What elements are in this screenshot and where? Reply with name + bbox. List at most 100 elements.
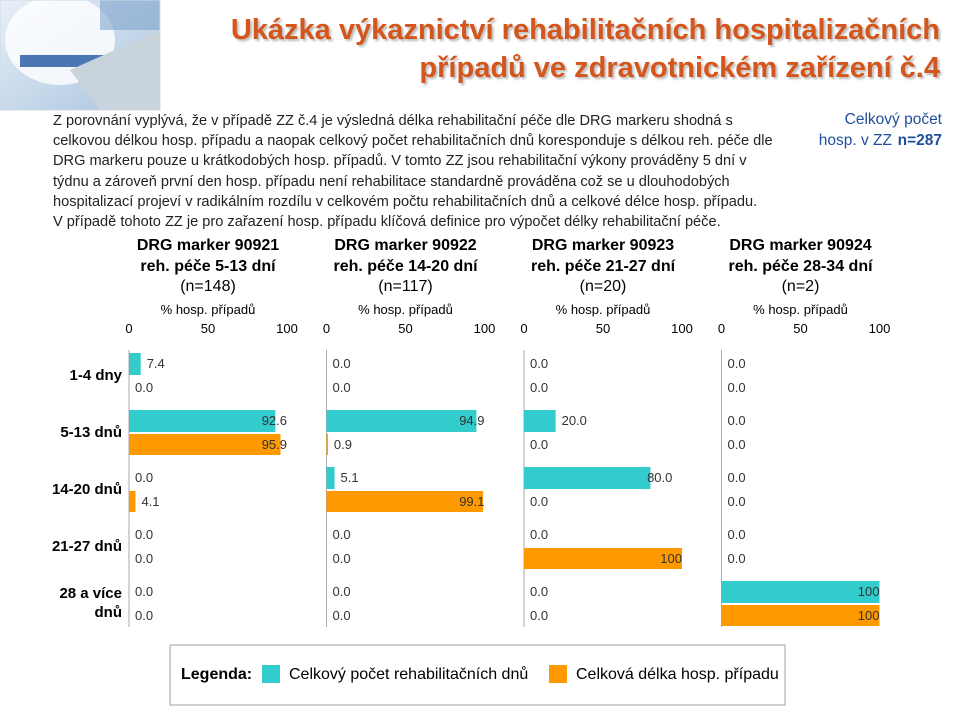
legend-label: Celkový počet rehabilitačních dnů: [289, 666, 529, 683]
note-value: n=287: [897, 132, 942, 149]
value-label: 0.0: [135, 527, 154, 542]
chart-title: DRG marker 90924: [729, 237, 872, 254]
value-label: 0.0: [727, 493, 746, 509]
value-label: 0.0: [530, 493, 549, 509]
value-label: 0.0: [135, 550, 154, 566]
slide-title: Ukázka výkaznictví rehabilitačních hospi…: [230, 14, 940, 46]
note-line: hosp. v ZZ: [818, 132, 892, 149]
bar: [326, 410, 477, 432]
paragraph-line: Z porovnání vyplývá, že v případě ZZ č.4…: [53, 113, 733, 129]
bar: [721, 605, 880, 626]
axis-label: % hosp. případů: [160, 302, 256, 317]
value-label: 0.0: [332, 607, 351, 623]
value-label: 100: [857, 584, 880, 599]
x-tick-label: 0: [125, 321, 133, 336]
value-label: 100: [660, 550, 682, 566]
value-label: 7.4: [146, 356, 165, 371]
bar: [326, 467, 335, 489]
value-label: 0.9: [333, 436, 352, 452]
bar: [129, 410, 276, 432]
chart-subtitle: (n=148): [180, 278, 236, 295]
row-label: 14-20 dnů: [51, 481, 122, 498]
x-tick-label: 100: [473, 321, 496, 336]
axis-label: % hosp. případů: [358, 302, 453, 317]
value-label: 0.0: [332, 527, 351, 542]
legend-label: Celková délka hosp. případu: [576, 666, 779, 683]
value-label: 92.6: [261, 413, 287, 428]
value-label: 5.1: [340, 470, 359, 485]
value-label: 0.0: [332, 550, 351, 566]
x-tick-label: 100: [276, 321, 298, 336]
paragraph-line: V případě tohoto ZZ je pro zařazení hosp…: [53, 214, 721, 230]
x-tick-label: 50: [595, 321, 611, 336]
paragraph-line: týdnu a zároveň první den hosp. případu …: [53, 173, 730, 190]
bar: [524, 467, 651, 489]
value-label: 0.0: [135, 584, 154, 599]
paragraph-line: DRG markeru pouze u krátkodobých hosp. p…: [53, 153, 747, 170]
value-label: 0.0: [332, 584, 351, 599]
chart-subtitle: (n=117): [378, 278, 433, 295]
chart-title: DRG marker 90922: [334, 237, 477, 254]
value-label: 0.0: [530, 356, 549, 371]
row-label: 1-4 dny: [69, 367, 122, 384]
value-label: 0.0: [135, 607, 154, 623]
value-label: 0.0: [727, 413, 746, 428]
value-label: 99.1: [459, 493, 485, 509]
chart-title: DRG marker 90921: [136, 237, 280, 254]
x-tick-label: 50: [398, 321, 413, 336]
value-label: 0.0: [727, 379, 746, 395]
legend-title: Legenda:: [181, 666, 253, 683]
bar: [326, 491, 484, 512]
paragraph-line: celkovou délkou hosp. případu a naopak c…: [53, 133, 773, 150]
axis-label: % hosp. případů: [555, 302, 651, 317]
value-label: 0.0: [135, 470, 154, 485]
value-label: 0.0: [727, 436, 746, 452]
value-label: 4.1: [141, 493, 160, 509]
bar: [524, 548, 682, 569]
x-tick-label: 50: [200, 321, 216, 336]
bar: [524, 410, 556, 432]
value-label: 0.0: [727, 527, 746, 542]
value-label: 94.9: [459, 413, 485, 428]
value-label: 0.0: [332, 356, 351, 371]
value-label: 0.0: [530, 379, 549, 395]
row-label: 21-27 dnů: [51, 538, 122, 555]
paragraph-line: hospitalizací projeví v radikálním rozdí…: [53, 193, 758, 210]
value-label: 0.0: [530, 607, 549, 623]
value-label: 0.0: [530, 436, 549, 452]
value-label: 0.0: [727, 470, 746, 485]
value-label: 0.0: [727, 550, 746, 566]
x-tick-label: 0: [322, 321, 331, 336]
value-label: 20.0: [561, 413, 587, 428]
bar: [129, 491, 136, 512]
x-tick-label: 100: [868, 321, 891, 336]
x-tick-label: 0: [717, 321, 726, 336]
bar: [326, 434, 328, 455]
chart-subtitle: reh. péče 14-20 dní: [333, 258, 478, 275]
row-label: 5-13 dnů: [60, 424, 122, 441]
slide-title: případů ve zdravotnickém zařízení č.4: [419, 52, 940, 84]
x-tick-label: 50: [793, 321, 808, 336]
photo: [0, 0, 161, 111]
chart-title: DRG marker 90923: [531, 237, 675, 254]
chart-subtitle: (n=2): [781, 278, 820, 295]
axis-label: % hosp. případů: [753, 302, 848, 317]
value-label: 0.0: [530, 527, 549, 542]
x-tick-label: 0: [520, 321, 528, 336]
value-label: 0.0: [530, 584, 549, 599]
value-label: 0.0: [332, 379, 351, 395]
bar: [129, 353, 141, 375]
chart-subtitle: (n=20): [579, 278, 627, 295]
bar: [721, 581, 880, 603]
bar: [129, 434, 281, 455]
chart-subtitle: reh. péče 21-27 dní: [530, 258, 676, 275]
legend-swatch: [262, 665, 280, 683]
value-label: 95.9: [261, 436, 287, 452]
chart-subtitle: reh. péče 28-34 dní: [728, 258, 873, 275]
legend-swatch: [549, 665, 567, 683]
row-label: 28 a více dnů: [59, 585, 122, 621]
value-label: 100: [857, 607, 880, 623]
chart-subtitle: reh. péče 5-13 dní: [140, 258, 276, 275]
